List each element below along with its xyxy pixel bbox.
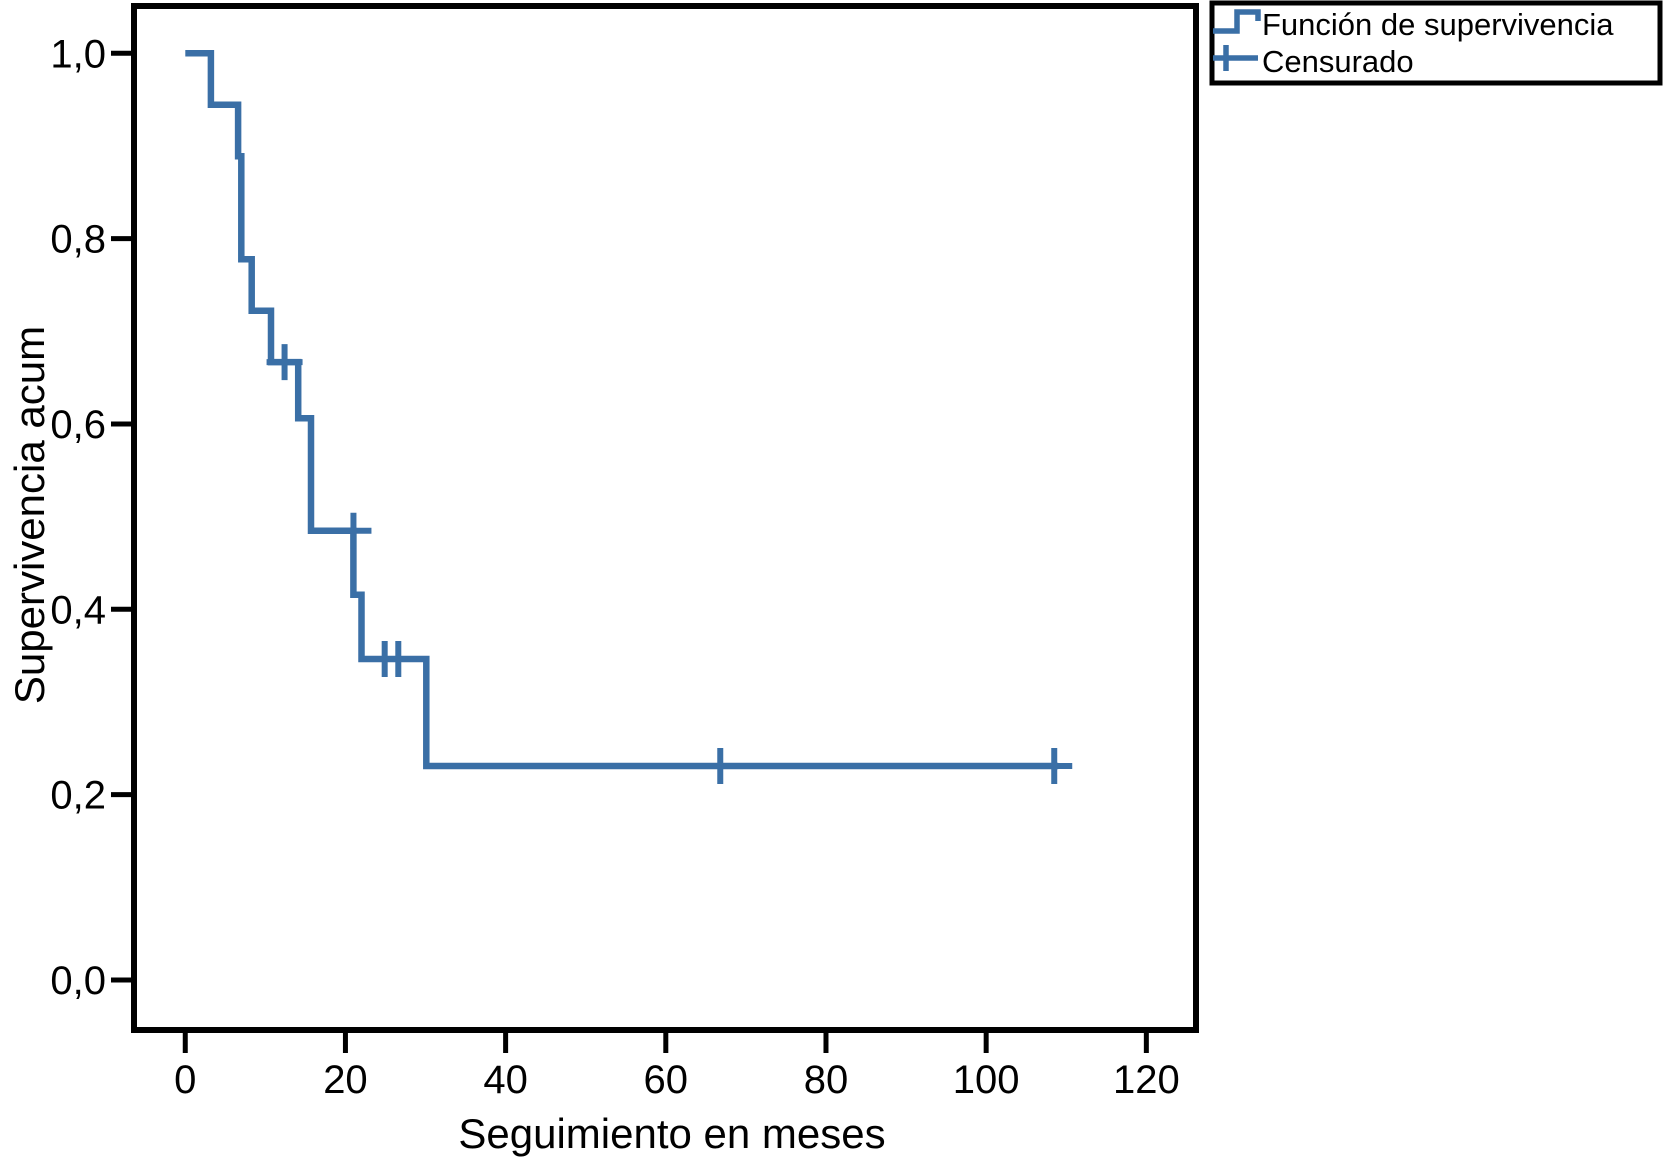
y-tick-label: 0,0 <box>50 959 106 1003</box>
y-tick-label: 1,0 <box>50 32 106 76</box>
legend-step-line-icon <box>1213 9 1261 34</box>
legend: Función de supervivencia Censurado <box>1209 0 1663 86</box>
legend-label-censored: Censurado <box>1262 44 1414 79</box>
plot-frame <box>131 3 1199 1033</box>
y-tick-label: 0,8 <box>50 218 106 262</box>
x-tick-label: 20 <box>323 1058 368 1102</box>
censor-mark <box>380 641 417 678</box>
y-tick-label: 0,4 <box>50 588 106 632</box>
y-axis-title: Supervivencia acum <box>6 326 53 704</box>
x-tick-label: 100 <box>953 1058 1020 1102</box>
y-tick-label: 0,2 <box>50 774 106 818</box>
x-tick-label: 80 <box>804 1058 849 1102</box>
survival-curve <box>185 50 1059 770</box>
legend-label-survival: Función de supervivencia <box>1262 7 1614 42</box>
censored-marks <box>266 344 1073 784</box>
y-axis-tick-labels: 0,0 0,2 0,4 0,6 0,8 1,0 <box>50 32 106 1003</box>
x-tick-label: 40 <box>483 1058 528 1102</box>
y-tick-label: 0,6 <box>50 403 106 447</box>
x-tick-label: 120 <box>1113 1058 1180 1102</box>
x-axis-ticks <box>182 1033 1149 1053</box>
x-axis-tick-labels: 0 20 40 60 80 100 120 <box>174 1058 1180 1102</box>
legend-plus-icon <box>1213 45 1258 71</box>
x-axis-title: Seguimiento en meses <box>458 1110 885 1157</box>
legend-box <box>1209 0 1663 86</box>
x-tick-label: 60 <box>644 1058 689 1102</box>
censor-mark <box>335 512 372 549</box>
censor-mark <box>1036 747 1073 784</box>
censor-mark <box>702 747 739 784</box>
censor-mark <box>266 344 303 381</box>
y-axis-ticks <box>111 50 131 983</box>
x-tick-label: 0 <box>174 1058 196 1102</box>
